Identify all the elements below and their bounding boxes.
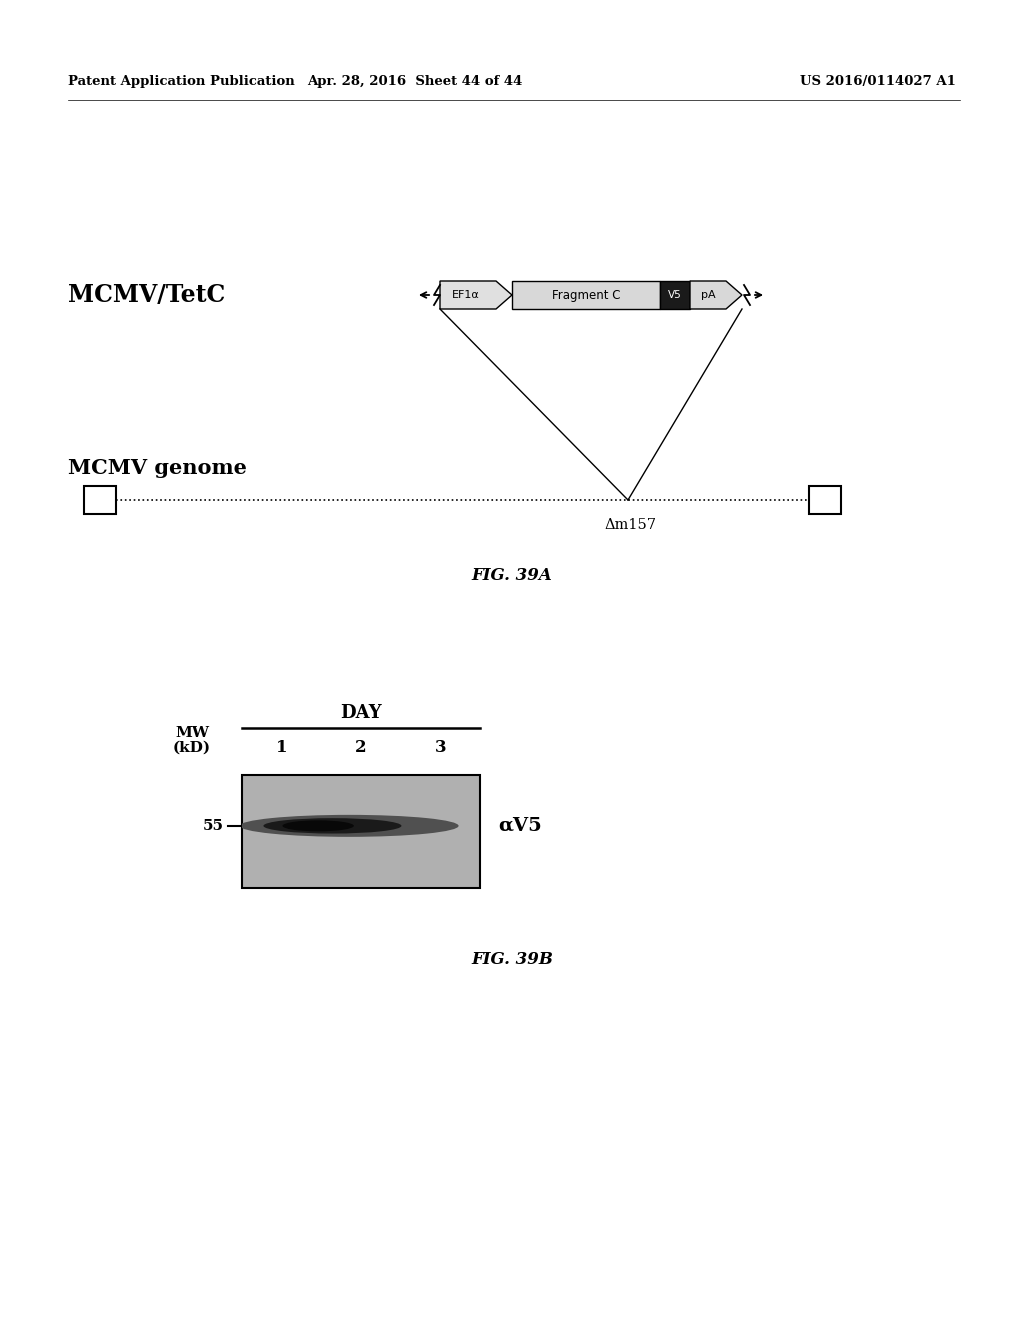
Text: Apr. 28, 2016  Sheet 44 of 44: Apr. 28, 2016 Sheet 44 of 44 [307, 75, 522, 88]
Text: 2: 2 [355, 738, 367, 755]
Ellipse shape [283, 820, 354, 832]
Text: pA: pA [700, 290, 716, 300]
Polygon shape [690, 281, 742, 309]
Text: 3: 3 [434, 738, 446, 755]
Text: MCMV/TetC: MCMV/TetC [68, 282, 225, 308]
Ellipse shape [240, 814, 459, 837]
Text: FIG. 39B: FIG. 39B [471, 952, 553, 969]
Text: V5: V5 [668, 290, 682, 300]
Text: Patent Application Publication: Patent Application Publication [68, 75, 295, 88]
Text: FIG. 39A: FIG. 39A [472, 566, 552, 583]
Text: (kD): (kD) [173, 741, 211, 755]
Bar [512, 281, 660, 309]
Text: Fragment C: Fragment C [552, 289, 621, 301]
Bar [809, 486, 841, 513]
Text: DAY: DAY [340, 704, 382, 722]
Text: MW: MW [175, 726, 209, 741]
Text: MCMV genome: MCMV genome [68, 458, 247, 478]
Polygon shape [440, 281, 512, 309]
Text: EF1α: EF1α [453, 290, 480, 300]
Text: 1: 1 [275, 738, 288, 755]
Bar [84, 486, 116, 513]
Text: US 2016/0114027 A1: US 2016/0114027 A1 [800, 75, 955, 88]
Ellipse shape [263, 818, 401, 833]
Text: Δm157: Δm157 [604, 517, 656, 532]
Bar [242, 775, 480, 888]
Text: αV5: αV5 [498, 817, 542, 834]
Bar [660, 281, 690, 309]
Text: 55: 55 [203, 818, 224, 833]
